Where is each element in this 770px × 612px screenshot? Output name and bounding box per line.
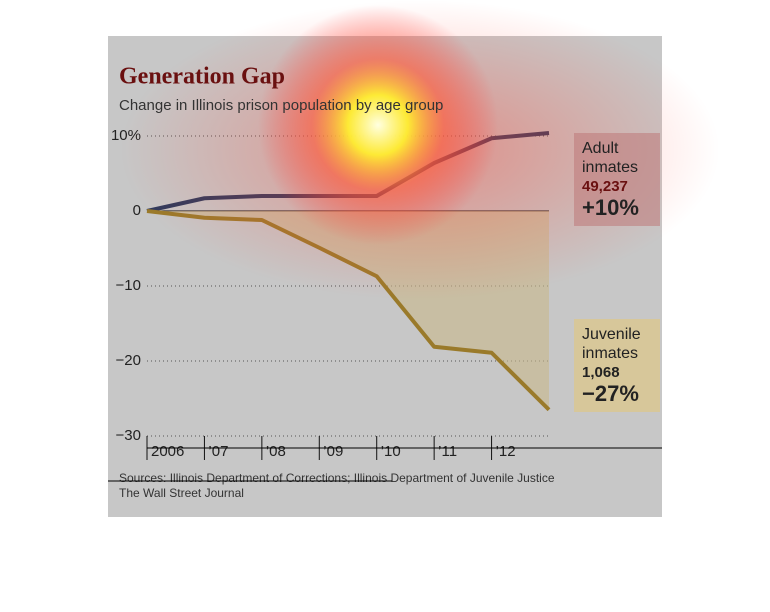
annotation-count: 1,068	[582, 364, 620, 381]
y-tick-label: −20	[116, 352, 141, 369]
annotation-count: 49,237	[582, 178, 628, 195]
adult-annotation: Adult inmates 49,237 +10%	[574, 133, 660, 226]
x-tick-label: ’09	[323, 443, 343, 460]
annotation-change: +10%	[582, 195, 639, 220]
y-tick-label: −30	[116, 427, 141, 444]
y-tick-label: 0	[133, 202, 141, 219]
x-tick-label: ’07	[208, 443, 228, 460]
juvenile-annotation: Juvenile inmates 1,068 −27%	[574, 319, 660, 412]
x-tick-label: ’08	[266, 443, 286, 460]
y-tick-label: −10	[116, 277, 141, 294]
x-tick-label: ’10	[381, 443, 401, 460]
credit: The Wall Street Journal	[119, 486, 244, 500]
x-tick-label: ’11	[438, 443, 457, 460]
x-tick-label: 2006	[151, 443, 184, 460]
annotation-change: −27%	[582, 381, 639, 406]
source: Sources: Illinois Department of Correcti…	[119, 471, 555, 485]
chart-subtitle: Change in Illinois prison population by …	[119, 97, 443, 114]
chart-title: Generation Gap	[119, 64, 285, 90]
x-tick-label: ’12	[496, 443, 516, 460]
annotation-name: Adult inmates	[582, 140, 639, 176]
heat-spot	[258, 5, 498, 245]
annotation-name: Juvenile inmates	[582, 326, 641, 362]
